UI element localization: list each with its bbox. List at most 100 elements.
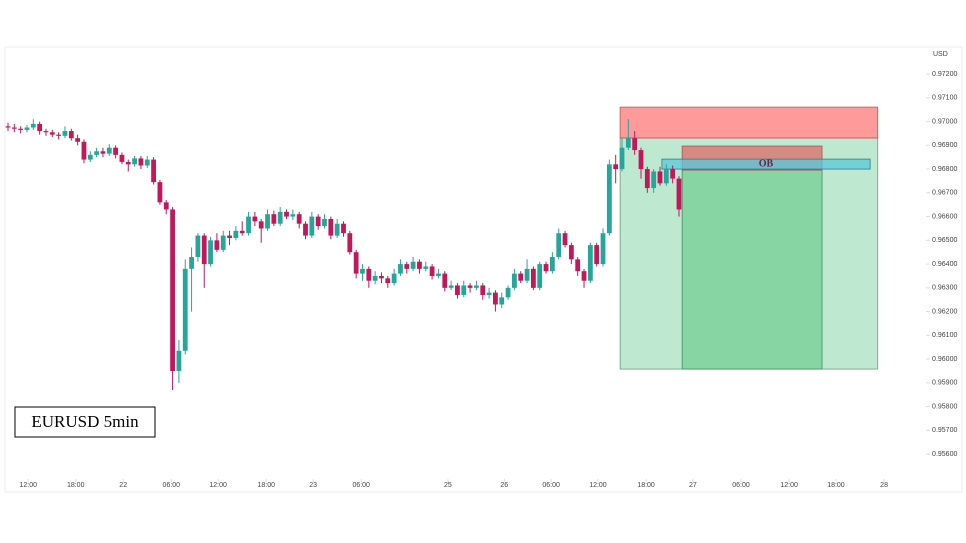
- candle-body: [486, 292, 492, 295]
- plot: 0.97200 0.97100 0.97000 0.96900 0.96800 0.967…: [5, 71, 957, 489]
- candle-body: [493, 292, 498, 305]
- candle-body: [62, 131, 68, 136]
- zone: [661, 158, 871, 170]
- candle-body: [220, 235, 226, 250]
- candle-body: [284, 211, 289, 217]
- candle-body: [246, 216, 251, 234]
- candle-body: [303, 223, 308, 236]
- candle-body: [277, 211, 283, 224]
- y-tick-label: 0.96000: [932, 356, 957, 363]
- candle-body: [341, 223, 346, 234]
- candle-body: [239, 230, 245, 234]
- candle-body: [442, 273, 448, 288]
- candle-body: [296, 214, 302, 224]
- candle-body: [379, 275, 384, 279]
- symbol-label: EURUSD 5min: [31, 412, 139, 431]
- candle-body: [461, 285, 467, 295]
- candle-body: [575, 259, 581, 272]
- candle-body: [404, 264, 410, 269]
- candle-body: [360, 268, 365, 274]
- candle-body: [429, 266, 435, 276]
- candle-body: [24, 127, 30, 130]
- y-tick-label: 0.96800: [932, 166, 957, 173]
- candle-body: [157, 182, 163, 203]
- candle-body: [208, 240, 213, 265]
- candle-body: [632, 138, 638, 151]
- candle-body: [119, 154, 125, 162]
- candle-body: [455, 285, 460, 295]
- candle-body: [5, 126, 11, 128]
- candle-body: [81, 141, 87, 160]
- y-tick-label: 0.97100: [932, 95, 957, 102]
- candle-body: [49, 132, 55, 135]
- candle-body: [11, 127, 17, 129]
- x-tick-label: 18:00: [827, 482, 845, 489]
- candle-body: [385, 278, 391, 284]
- candle-body: [505, 287, 511, 298]
- candle-body: [366, 268, 372, 281]
- candle-body: [499, 297, 505, 305]
- candle-body: [56, 134, 62, 136]
- y-tick-label: 0.96100: [932, 332, 957, 339]
- candle-body: [638, 150, 644, 170]
- candle-body: [290, 214, 296, 217]
- candle-body: [436, 273, 441, 276]
- candle-body: [606, 164, 612, 234]
- candle-body: [423, 266, 429, 269]
- zone-label: OB: [759, 158, 774, 169]
- candle-body: [214, 240, 220, 250]
- candle-body: [182, 268, 188, 351]
- candle-body: [170, 209, 175, 371]
- candle-body: [125, 161, 131, 165]
- candle-body: [549, 256, 555, 272]
- y-axis-label: USD: [933, 51, 948, 58]
- zone: [619, 106, 879, 139]
- x-tick-label: 12:00: [780, 482, 798, 489]
- candle-body: [309, 216, 315, 236]
- candle-body: [176, 350, 182, 371]
- candle-body: [201, 235, 207, 265]
- candle-body: [94, 151, 100, 155]
- candle-body: [132, 158, 137, 165]
- candle-body: [106, 147, 112, 154]
- x-tick-label: 18:00: [257, 482, 275, 489]
- candle-body: [543, 264, 549, 272]
- candle-body: [524, 268, 530, 281]
- x-tick-label: 23: [309, 482, 317, 489]
- y-tick-label: 0.96200: [932, 308, 957, 315]
- candle-body: [562, 233, 568, 246]
- x-tick-label: 18:00: [637, 482, 655, 489]
- candle-body: [227, 235, 232, 238]
- candle-body: [353, 252, 359, 274]
- candle-body: [372, 275, 378, 281]
- x-tick-label: 06:00: [732, 482, 750, 489]
- candle-body: [663, 169, 669, 184]
- candle-body: [138, 158, 144, 166]
- x-tick-label: 28: [880, 482, 888, 489]
- candle-body: [258, 221, 264, 229]
- candle-body: [625, 138, 631, 148]
- zone: [619, 137, 879, 370]
- candle-body: [644, 169, 650, 189]
- candle-body: [398, 264, 403, 274]
- candle-body: [233, 230, 239, 238]
- candle-body: [315, 216, 321, 227]
- candle-body: [619, 147, 625, 170]
- candle-body: [556, 233, 562, 257]
- candle-body: [594, 245, 600, 265]
- candle-body: [68, 131, 74, 139]
- candle-body: [651, 171, 657, 189]
- candle-body: [581, 271, 587, 281]
- candle-body: [657, 171, 663, 184]
- candle-body: [37, 123, 43, 132]
- candle-body: [189, 256, 194, 269]
- y-tick-label: 0.95900: [932, 380, 957, 387]
- candle-body: [100, 151, 106, 154]
- candle-body: [30, 123, 36, 128]
- x-tick-label: 06:00: [163, 482, 181, 489]
- candle-body: [568, 245, 574, 260]
- candle-body: [265, 214, 270, 229]
- y-tick-label: 0.96600: [932, 213, 957, 220]
- candle-body: [512, 273, 517, 288]
